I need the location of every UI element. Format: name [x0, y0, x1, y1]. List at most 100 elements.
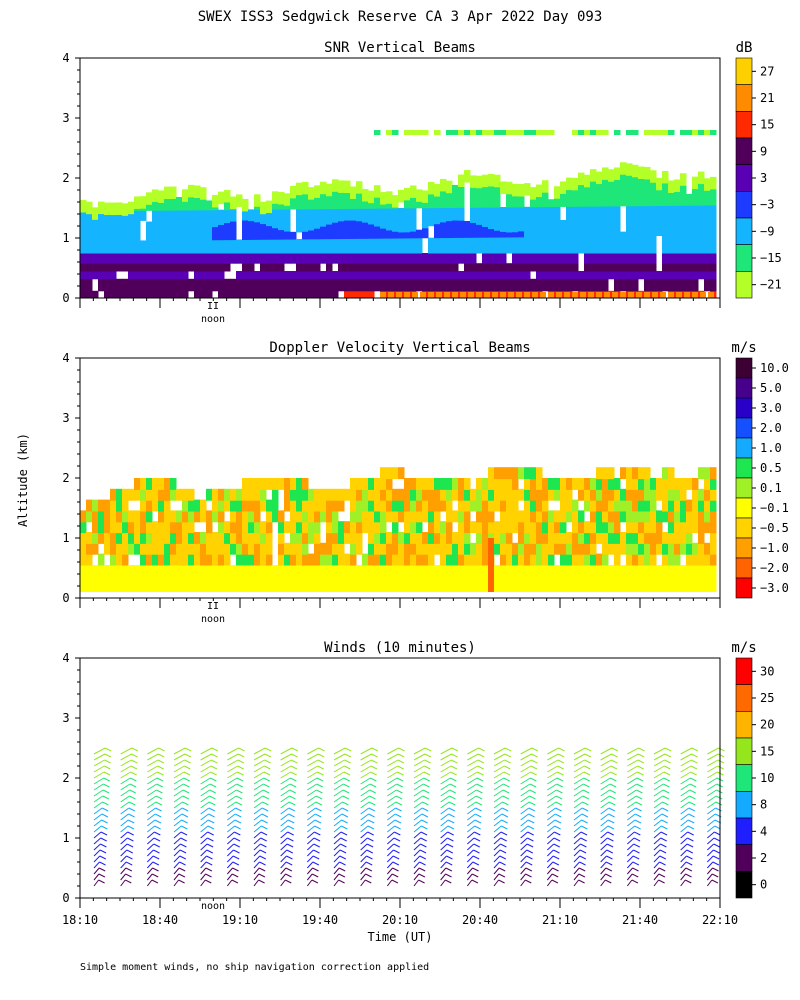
snr-cell	[386, 191, 393, 204]
colorbar-label: 21	[760, 91, 774, 105]
wind-barb	[627, 747, 639, 755]
snr-cell	[314, 263, 321, 272]
wind-barb-flag	[104, 747, 112, 752]
wind-barb-flag	[156, 783, 163, 788]
wind-barb	[440, 837, 448, 845]
wind-barb	[573, 783, 584, 791]
doppler-cell	[110, 553, 117, 566]
wind-barb	[600, 795, 610, 803]
doppler-colorbar: 10.05.03.02.01.00.50.1−0.1−0.5−1.0−2.0−3…	[735, 357, 789, 599]
wind-barb-flag	[555, 801, 563, 806]
snr-cell	[302, 231, 309, 240]
wind-barb	[227, 753, 239, 761]
snr-cell	[266, 253, 273, 264]
snr-cell	[200, 278, 207, 292]
snr-cell	[464, 290, 471, 299]
snr-cell	[134, 240, 141, 254]
wind-barb	[707, 759, 719, 767]
doppler-cell	[626, 478, 633, 490]
wind-barb-flag	[127, 831, 134, 836]
y-tick-label: 4	[62, 651, 69, 665]
snr-cell	[686, 278, 693, 292]
doppler-cell	[224, 532, 231, 544]
wind-barb-flag	[153, 843, 160, 848]
snr-cell	[464, 237, 471, 254]
snr-cell	[512, 231, 519, 238]
wind-barb	[173, 843, 181, 851]
snr-cell	[86, 290, 93, 299]
wind-barb-flag	[291, 759, 298, 764]
wind-barb	[307, 795, 317, 803]
wind-barb	[120, 825, 129, 833]
wind-barb	[547, 747, 559, 755]
doppler-cell	[104, 499, 111, 512]
wind-barb-flag	[365, 867, 373, 872]
snr-cell	[530, 187, 537, 200]
doppler-cell	[488, 510, 495, 523]
colorbar-label: 25	[760, 691, 774, 705]
doppler-cell	[710, 478, 717, 490]
doppler-cell	[578, 510, 585, 523]
wind-barb	[200, 843, 208, 851]
doppler-cell	[416, 510, 423, 523]
wind-barb	[147, 801, 157, 809]
wind-barb-flag	[368, 819, 375, 824]
doppler-cell	[362, 553, 369, 566]
doppler-cell	[404, 521, 411, 534]
wind-barb	[573, 861, 580, 869]
wind-barb	[467, 777, 478, 785]
snr-cell	[272, 290, 279, 299]
wind-barb-flag	[341, 825, 348, 830]
snr-cell	[596, 292, 602, 298]
doppler-cell	[206, 521, 213, 534]
doppler-cell	[278, 521, 285, 534]
wind-barb-flag	[502, 801, 509, 806]
doppler-cell	[242, 532, 249, 544]
wind-barb-flag	[633, 843, 640, 848]
doppler-cell	[500, 478, 507, 490]
doppler-cell	[662, 499, 669, 512]
snr-cell	[416, 263, 423, 272]
snr-cell	[164, 240, 171, 254]
snr-cell	[302, 238, 309, 254]
wind-barb-flag	[259, 855, 267, 860]
wind-barb	[547, 765, 558, 773]
wind-barb	[520, 879, 526, 887]
snr-cell	[368, 208, 375, 225]
doppler-cell	[548, 510, 555, 523]
doppler-cell	[158, 478, 165, 490]
doppler-cell	[386, 542, 393, 555]
snr-cell	[542, 278, 549, 292]
wind-barb	[520, 807, 530, 815]
doppler-cell	[638, 532, 645, 544]
wind-barb	[227, 825, 235, 833]
doppler-cell	[512, 565, 519, 592]
wind-barb-flag	[530, 765, 538, 770]
doppler-cell	[644, 467, 651, 480]
wind-barb-flag	[264, 759, 271, 764]
wind-barb	[280, 765, 292, 773]
snr-cell	[278, 239, 285, 254]
doppler-cell	[278, 553, 285, 566]
wind-barb-flag	[475, 813, 482, 818]
snr-cell	[572, 189, 579, 207]
snr-cell	[698, 205, 705, 228]
snr-cell	[626, 253, 633, 264]
wind-barb-flag	[101, 819, 108, 824]
doppler-cell	[116, 499, 123, 512]
doppler-cell	[698, 467, 705, 480]
snr-cell	[206, 239, 213, 254]
wind-barb	[547, 825, 555, 833]
wind-barb-flag	[610, 765, 618, 770]
wind-barb	[147, 777, 158, 785]
snr-cell	[660, 292, 666, 298]
snr-cell	[338, 192, 345, 210]
wind-barb	[253, 819, 262, 827]
wind-barb	[573, 771, 585, 779]
doppler-cell	[608, 488, 615, 501]
doppler-cell	[128, 488, 135, 501]
doppler-cell	[512, 510, 519, 523]
doppler-cell	[548, 565, 555, 592]
doppler-cell	[206, 565, 213, 592]
